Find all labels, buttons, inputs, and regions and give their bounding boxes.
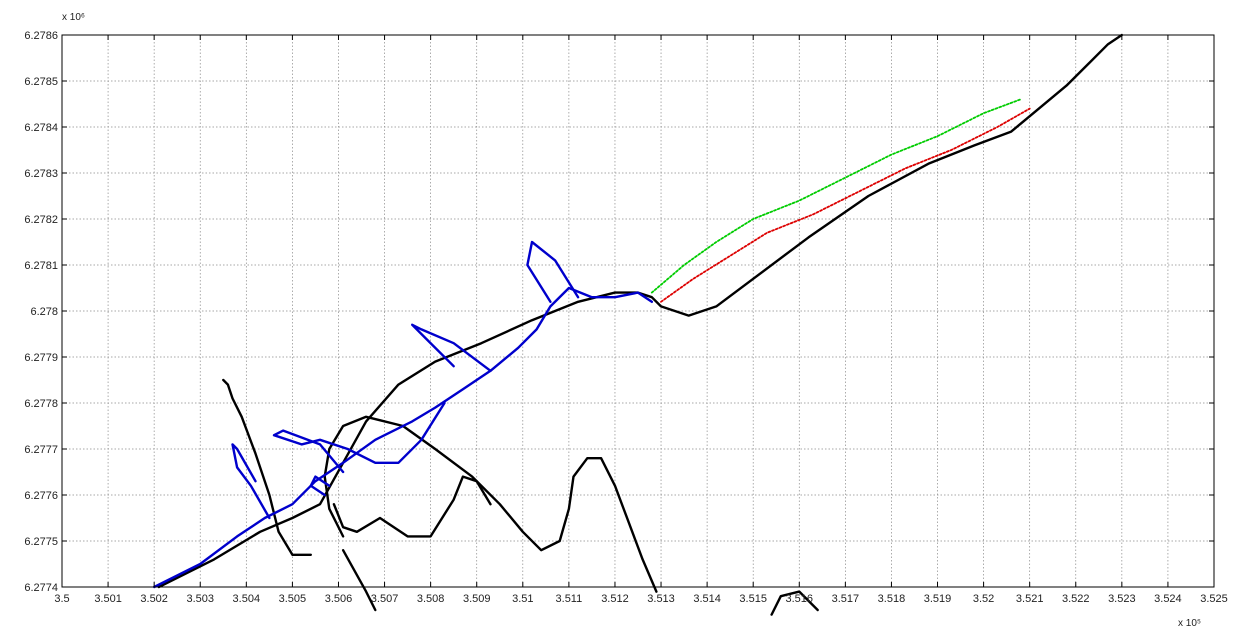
x-tick-label: 3.51 xyxy=(512,593,533,605)
series-line-8 xyxy=(526,240,580,303)
ticks xyxy=(61,34,1215,588)
series-line-3 xyxy=(323,415,658,593)
y-tick-label: 6.2779 xyxy=(24,352,58,364)
x-tick-label: 3.52 xyxy=(973,593,994,605)
x-tick-label: 3.518 xyxy=(878,593,906,605)
series-line-12 xyxy=(309,475,331,497)
x-tick-label: 3.519 xyxy=(924,593,952,605)
x-tick-label: 3.521 xyxy=(1016,593,1044,605)
x-tick-label: 3.503 xyxy=(186,593,214,605)
x-tick-label: 3.511 xyxy=(556,593,583,605)
series-line-1 xyxy=(157,33,1124,589)
y-tick-label: 6.2782 xyxy=(24,214,58,226)
x-tick-label: 3.513 xyxy=(647,593,675,605)
y-exponent-label: x 10⁶ xyxy=(62,12,85,23)
series-line-10 xyxy=(272,401,446,474)
series-line-11 xyxy=(231,443,271,520)
x-tick-label: 3.516 xyxy=(786,593,814,605)
y-tick-label: 6.2784 xyxy=(24,122,58,134)
x-tick-label: 3.5 xyxy=(54,593,69,605)
y-tick-label: 6.2783 xyxy=(24,168,58,180)
x-tick-label: 3.508 xyxy=(417,593,445,605)
x-tick-label: 3.501 xyxy=(94,593,122,605)
x-tick-label: 3.523 xyxy=(1108,593,1136,605)
x-tick-label: 3.525 xyxy=(1200,593,1228,605)
x-tick-label: 3.514 xyxy=(693,593,721,605)
x-tick-label: 3.524 xyxy=(1154,593,1182,605)
x-tick-label: 3.504 xyxy=(233,593,261,605)
series-line-2 xyxy=(222,378,312,556)
x-tick-labels: 3.5 3.501 3.502 3.503 3.504 3.505 3.506 3.507 3.… xyxy=(54,593,1227,605)
y-tick-label: 6.2785 xyxy=(24,76,58,88)
series-group xyxy=(152,33,1124,616)
x-tick-label: 3.522 xyxy=(1062,593,1090,605)
x-tick-label: 3.505 xyxy=(279,593,307,605)
series-line-14 xyxy=(660,107,1031,303)
x-tick-label: 3.507 xyxy=(371,593,399,605)
y-tick-label: 6.2774 xyxy=(24,582,58,594)
y-tick-label: 6.278 xyxy=(30,306,58,318)
x-tick-label: 3.506 xyxy=(325,593,353,605)
y-tick-label: 6.2775 xyxy=(24,536,58,548)
grid-lines xyxy=(62,35,1214,587)
x-tick-label: 3.502 xyxy=(140,593,168,605)
x-exponent-label: x 10⁵ xyxy=(1178,618,1201,629)
y-tick-label: 6.2777 xyxy=(24,444,58,456)
x-tick-label: 3.515 xyxy=(739,593,767,605)
y-tick-label: 6.2776 xyxy=(24,490,58,502)
series-line-4 xyxy=(332,475,492,538)
series-line-13 xyxy=(650,98,1022,294)
y-tick-label: 6.2778 xyxy=(24,398,58,410)
series-line-9 xyxy=(411,323,492,372)
y-tick-label: 6.2786 xyxy=(24,30,58,42)
x-tick-label: 3.517 xyxy=(832,593,860,605)
series-line-6 xyxy=(770,590,819,616)
y-tick-labels: 6.2774 6.2775 6.2776 6.2777 6.2778 6.2779 6.27… xyxy=(24,30,58,594)
series-line-5 xyxy=(341,549,377,612)
x-tick-label: 3.512 xyxy=(601,593,629,605)
y-tick-label: 6.2781 xyxy=(24,260,58,272)
x-tick-label: 3.509 xyxy=(463,593,491,605)
